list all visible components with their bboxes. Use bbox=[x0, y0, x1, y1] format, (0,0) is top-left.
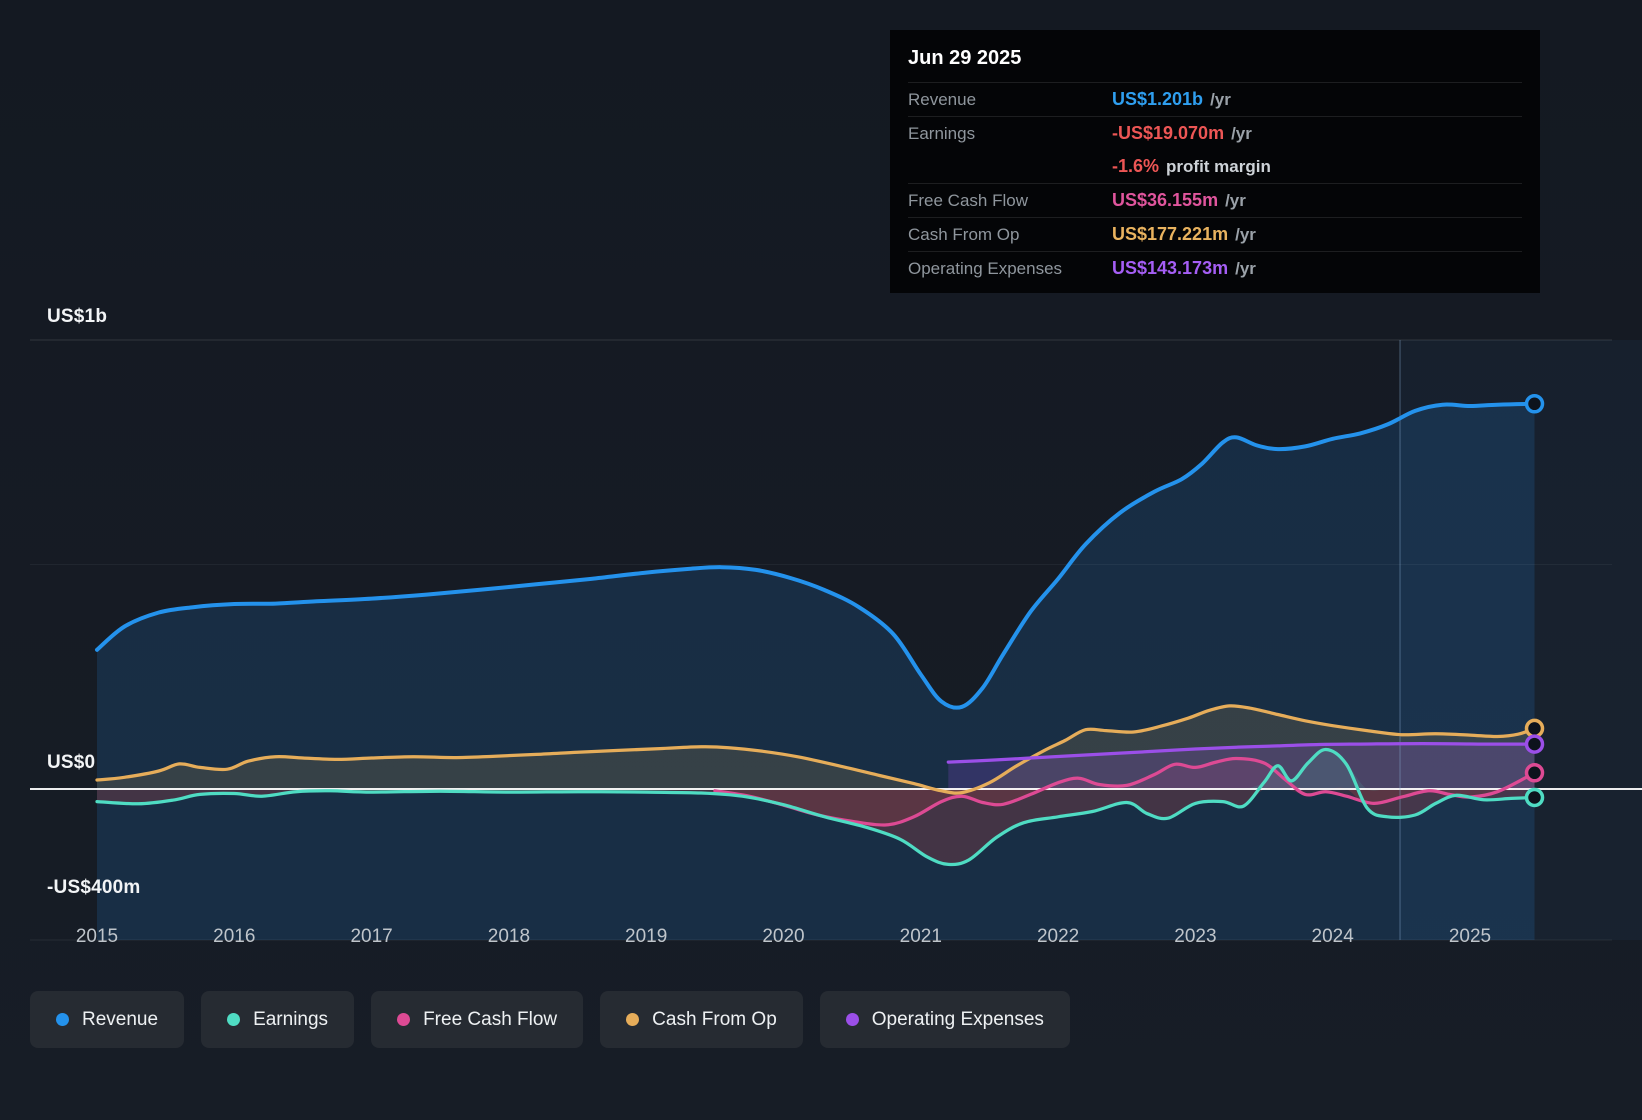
legend-item-revenue[interactable]: Revenue bbox=[30, 991, 185, 1048]
x-axis-label-2023: 2023 bbox=[1174, 926, 1217, 947]
tooltip-row-operating-expenses: Operating Expenses US$143.173m/yr bbox=[908, 251, 1522, 285]
tooltip-row-revenue: Revenue US$1.201b/yr bbox=[908, 82, 1522, 116]
cash-from-op-end-marker bbox=[1524, 718, 1545, 739]
x-axis-label-2022: 2022 bbox=[1036, 926, 1080, 947]
x-axis-label-2017: 2017 bbox=[350, 926, 393, 947]
operating-expenses-legend-dot-icon bbox=[845, 1013, 859, 1026]
tooltip-row-value: US$177.221m bbox=[1112, 224, 1229, 244]
cash-from-op-line bbox=[95, 704, 1537, 795]
tooltip-date: Jun 29 2025 bbox=[908, 47, 1022, 69]
tooltip-row-profit-margin: -1.6% profit margin bbox=[908, 150, 1522, 183]
revenue-line bbox=[95, 401, 1537, 710]
tooltip-row-earnings: Earnings -US$19.070m/yr bbox=[908, 116, 1522, 150]
tooltip-row-label: Free Cash Flow bbox=[908, 190, 1028, 210]
tooltip-row-value: -1.6% bbox=[1112, 156, 1160, 176]
x-axis: 2015 2016 2017 2018 2019 2020 2021 2022 2023 2024… bbox=[0, 926, 1642, 954]
revenue-legend-dot-icon bbox=[56, 1013, 69, 1026]
lines-layer bbox=[95, 401, 1537, 867]
tooltip-row-suffix: /yr bbox=[1235, 224, 1256, 244]
tooltip-row-label: Cash From Op bbox=[908, 224, 1020, 244]
x-axis-label-2025: 2025 bbox=[1448, 926, 1492, 947]
legend-item-label: Cash From Op bbox=[652, 1008, 777, 1030]
tooltip-row-suffix: /yr bbox=[1210, 89, 1231, 109]
y-axis-label-neg400m: -US$400m bbox=[47, 877, 141, 898]
legend-item-earnings[interactable]: Earnings bbox=[201, 991, 355, 1048]
free-cash-flow-legend-dot-icon bbox=[397, 1013, 411, 1026]
legend-item-cash-from-op[interactable]: Cash From Op bbox=[600, 991, 803, 1048]
cash-from-op-area bbox=[97, 705, 1535, 794]
x-axis-label-2018: 2018 bbox=[487, 926, 531, 947]
x-axis-label-2016: 2016 bbox=[213, 926, 256, 947]
tooltip-row-suffix: profit margin bbox=[1166, 156, 1271, 176]
x-axis-label-2020: 2020 bbox=[762, 926, 805, 947]
operating-expenses-end-marker bbox=[1524, 734, 1545, 754]
earnings-negative-area bbox=[97, 787, 1535, 865]
tooltip-row-value: US$143.173m bbox=[1112, 258, 1229, 278]
free-cash-flow-end-marker bbox=[1524, 763, 1545, 783]
future-band bbox=[1400, 340, 1642, 940]
x-axis-label-2021: 2021 bbox=[899, 926, 942, 947]
free-cash-flow-negative-area bbox=[714, 788, 1535, 826]
free-cash-flow-line bbox=[713, 756, 1537, 827]
tooltip-row-value: -US$19.070m bbox=[1112, 123, 1225, 143]
tooltip-row-suffix: /yr bbox=[1225, 190, 1246, 210]
legend-item-operating-expenses[interactable]: Operating Expenses bbox=[819, 991, 1070, 1048]
revenue-end-marker bbox=[1524, 394, 1545, 414]
x-axis-label-2015: 2015 bbox=[75, 926, 119, 947]
x-axis-label-2024: 2024 bbox=[1311, 926, 1354, 947]
legend: Revenue Earnings Free Cash Flow Cash From O… bbox=[30, 991, 1070, 1048]
tooltip-row-suffix: /yr bbox=[1235, 258, 1256, 278]
y-axis-label-zero: US$0 bbox=[47, 752, 96, 773]
tooltip-row-suffix: /yr bbox=[1231, 123, 1252, 143]
y-axis-label-1b: US$1b bbox=[47, 306, 108, 327]
tooltip-row-value: US$1.201b bbox=[1112, 89, 1204, 109]
x-axis-label-2019: 2019 bbox=[625, 926, 668, 947]
tooltip-row-free-cash-flow: Free Cash Flow US$36.155m/yr bbox=[908, 183, 1522, 217]
earnings-end-marker bbox=[1524, 787, 1545, 808]
earnings-line bbox=[95, 747, 1537, 867]
earnings-legend-dot-icon bbox=[227, 1013, 241, 1026]
tooltip-rows: Revenue US$1.201b/yr Earnings -US$19.070m/y… bbox=[908, 82, 1522, 285]
cash-from-op-legend-dot-icon bbox=[626, 1013, 640, 1026]
tooltip-row-label: Revenue bbox=[908, 89, 977, 109]
operating-expenses-line bbox=[946, 742, 1537, 764]
fills-layer bbox=[97, 403, 1535, 940]
revenue-area bbox=[97, 403, 1535, 940]
tooltip: Jun 29 2025 Revenue US$1.201b/yr Earnings -… bbox=[890, 30, 1540, 293]
legend-item-label: Revenue bbox=[82, 1008, 159, 1030]
tooltip-row-cash-from-op: Cash From Op US$177.221m/yr bbox=[908, 217, 1522, 251]
legend-item-label: Free Cash Flow bbox=[423, 1008, 558, 1030]
legend-item-free-cash-flow[interactable]: Free Cash Flow bbox=[371, 991, 584, 1048]
markers-layer bbox=[1524, 394, 1545, 808]
tooltip-row-value: US$36.155m bbox=[1112, 190, 1219, 210]
tooltip-row-label: Operating Expenses bbox=[908, 258, 1063, 278]
tooltip-row-label: Earnings bbox=[908, 123, 976, 143]
legend-item-label: Operating Expenses bbox=[871, 1008, 1044, 1030]
legend-item-label: Earnings bbox=[253, 1008, 329, 1030]
